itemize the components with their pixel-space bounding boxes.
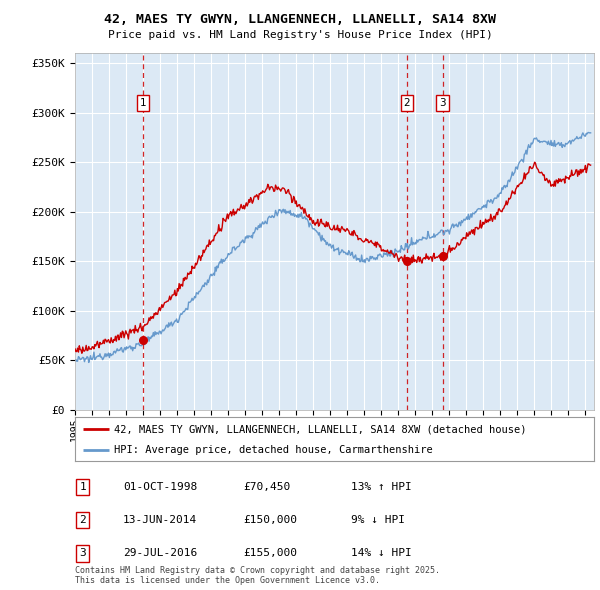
Text: 42, MAES TY GWYN, LLANGENNECH, LLANELLI, SA14 8XW: 42, MAES TY GWYN, LLANGENNECH, LLANELLI,… (104, 13, 496, 26)
Text: 2: 2 (79, 516, 86, 525)
Text: £155,000: £155,000 (243, 549, 297, 558)
Text: £70,450: £70,450 (243, 483, 290, 492)
Text: 29-JUL-2016: 29-JUL-2016 (123, 549, 197, 558)
Text: 3: 3 (439, 98, 446, 108)
Text: 1: 1 (140, 98, 146, 108)
Text: 2: 2 (404, 98, 410, 108)
Text: 42, MAES TY GWYN, LLANGENNECH, LLANELLI, SA14 8XW (detached house): 42, MAES TY GWYN, LLANGENNECH, LLANELLI,… (114, 424, 526, 434)
Text: Contains HM Land Registry data © Crown copyright and database right 2025.
This d: Contains HM Land Registry data © Crown c… (75, 566, 440, 585)
Text: 01-OCT-1998: 01-OCT-1998 (123, 483, 197, 492)
Text: 1: 1 (79, 483, 86, 492)
Text: Price paid vs. HM Land Registry's House Price Index (HPI): Price paid vs. HM Land Registry's House … (107, 30, 493, 40)
Text: 9% ↓ HPI: 9% ↓ HPI (351, 516, 405, 525)
Text: £150,000: £150,000 (243, 516, 297, 525)
Text: 14% ↓ HPI: 14% ↓ HPI (351, 549, 412, 558)
Text: 13% ↑ HPI: 13% ↑ HPI (351, 483, 412, 492)
Text: 13-JUN-2014: 13-JUN-2014 (123, 516, 197, 525)
Text: HPI: Average price, detached house, Carmarthenshire: HPI: Average price, detached house, Carm… (114, 445, 433, 455)
Text: 3: 3 (79, 549, 86, 558)
